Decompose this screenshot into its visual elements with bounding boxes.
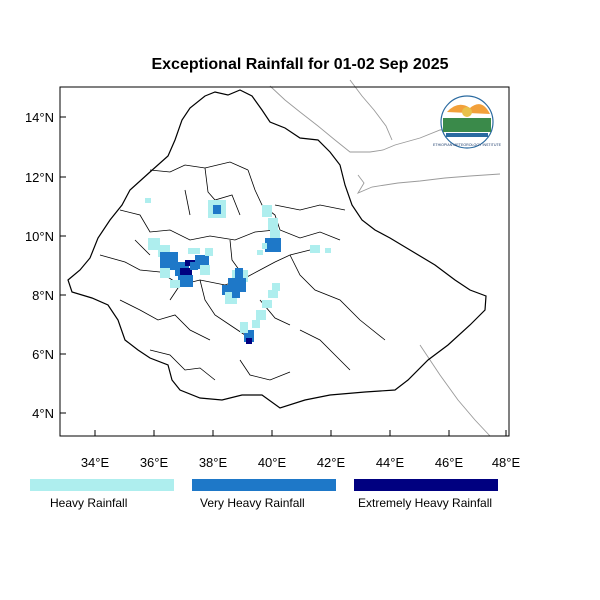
y-tick-label: 12°N <box>25 170 54 185</box>
rainfall-cell <box>170 280 180 288</box>
x-tick-label: 40°E <box>258 455 287 470</box>
y-tick-label: 6°N <box>32 347 54 362</box>
rainfall-cell <box>145 198 151 203</box>
rainfall-cell <box>200 265 210 275</box>
y-tick-label: 10°N <box>25 229 54 244</box>
rainfall-cell <box>240 325 248 333</box>
rainfall-cell <box>213 205 221 214</box>
rainfall-cell <box>257 250 263 255</box>
rainfall-cell <box>222 285 232 295</box>
rainfall-cell <box>268 218 278 230</box>
x-tick-label: 34°E <box>81 455 110 470</box>
ethiopia-border <box>67 89 487 409</box>
rainfall-cell <box>165 258 177 270</box>
x-tick-label: 46°E <box>435 455 464 470</box>
rainfall-cell <box>240 322 248 328</box>
y-tick-label: 8°N <box>32 288 54 303</box>
rainfall-cells <box>145 198 331 344</box>
rainfall-cell <box>190 262 198 270</box>
rainfall-cell <box>235 268 243 278</box>
legend-swatch-extremely-heavy <box>354 479 498 491</box>
rainfall-cell <box>205 248 213 256</box>
legend-label-very-heavy: Very Heavy Rainfall <box>200 496 305 510</box>
map-title: Exceptional Rainfall for 01-02 Sep 2025 <box>151 56 449 73</box>
rainfall-cell <box>272 283 280 291</box>
ethiopian-meteorology-institute-logo: ETHIOPIAN METEOROLOGY INSTITUTE <box>433 95 502 149</box>
legend-swatch-heavy <box>30 479 174 491</box>
logo-text: ETHIOPIAN METEOROLOGY INSTITUTE <box>433 143 502 147</box>
rainfall-cell <box>180 268 192 276</box>
rainfall-cell <box>262 243 267 249</box>
axis-ticks: 34°E 36°E 38°E 40°E 42°E 44°E 46°E 48°E 14°N 12°N… <box>25 110 521 470</box>
x-tick-label: 38°E <box>199 455 228 470</box>
rainfall-cell <box>246 338 252 344</box>
rainfall-cell <box>148 238 160 250</box>
y-tick-label: 14°N <box>25 110 54 125</box>
rainfall-cell <box>178 275 193 287</box>
y-tick-label: 4°N <box>32 406 54 421</box>
rainfall-cell <box>262 300 272 308</box>
legend-label-extremely-heavy: Extremely Heavy Rainfall <box>358 496 493 510</box>
rainfall-cell <box>244 330 254 342</box>
rainfall-cell <box>232 290 240 298</box>
plot-frame <box>59 86 510 437</box>
rainfall-cell <box>268 290 278 298</box>
rainfall-cell <box>310 245 320 253</box>
rainfall-cell <box>270 230 280 242</box>
x-tick-label: 44°E <box>376 455 405 470</box>
legend-label-heavy: Heavy Rainfall <box>50 496 128 510</box>
x-tick-label: 48°E <box>492 455 521 470</box>
neighbor-borders <box>269 79 501 437</box>
rainfall-cell <box>325 248 331 253</box>
rainfall-cell <box>265 238 281 252</box>
rainfall-cell <box>188 248 200 254</box>
rainfall-cell <box>252 320 260 328</box>
legend-swatch-very-heavy <box>192 479 336 491</box>
rainfall-cell <box>262 205 272 217</box>
rainfall-cell <box>160 268 170 278</box>
x-tick-label: 36°E <box>140 455 169 470</box>
x-tick-label: 42°E <box>317 455 346 470</box>
rainfall-cell <box>228 278 246 292</box>
rainfall-cell <box>256 310 266 320</box>
